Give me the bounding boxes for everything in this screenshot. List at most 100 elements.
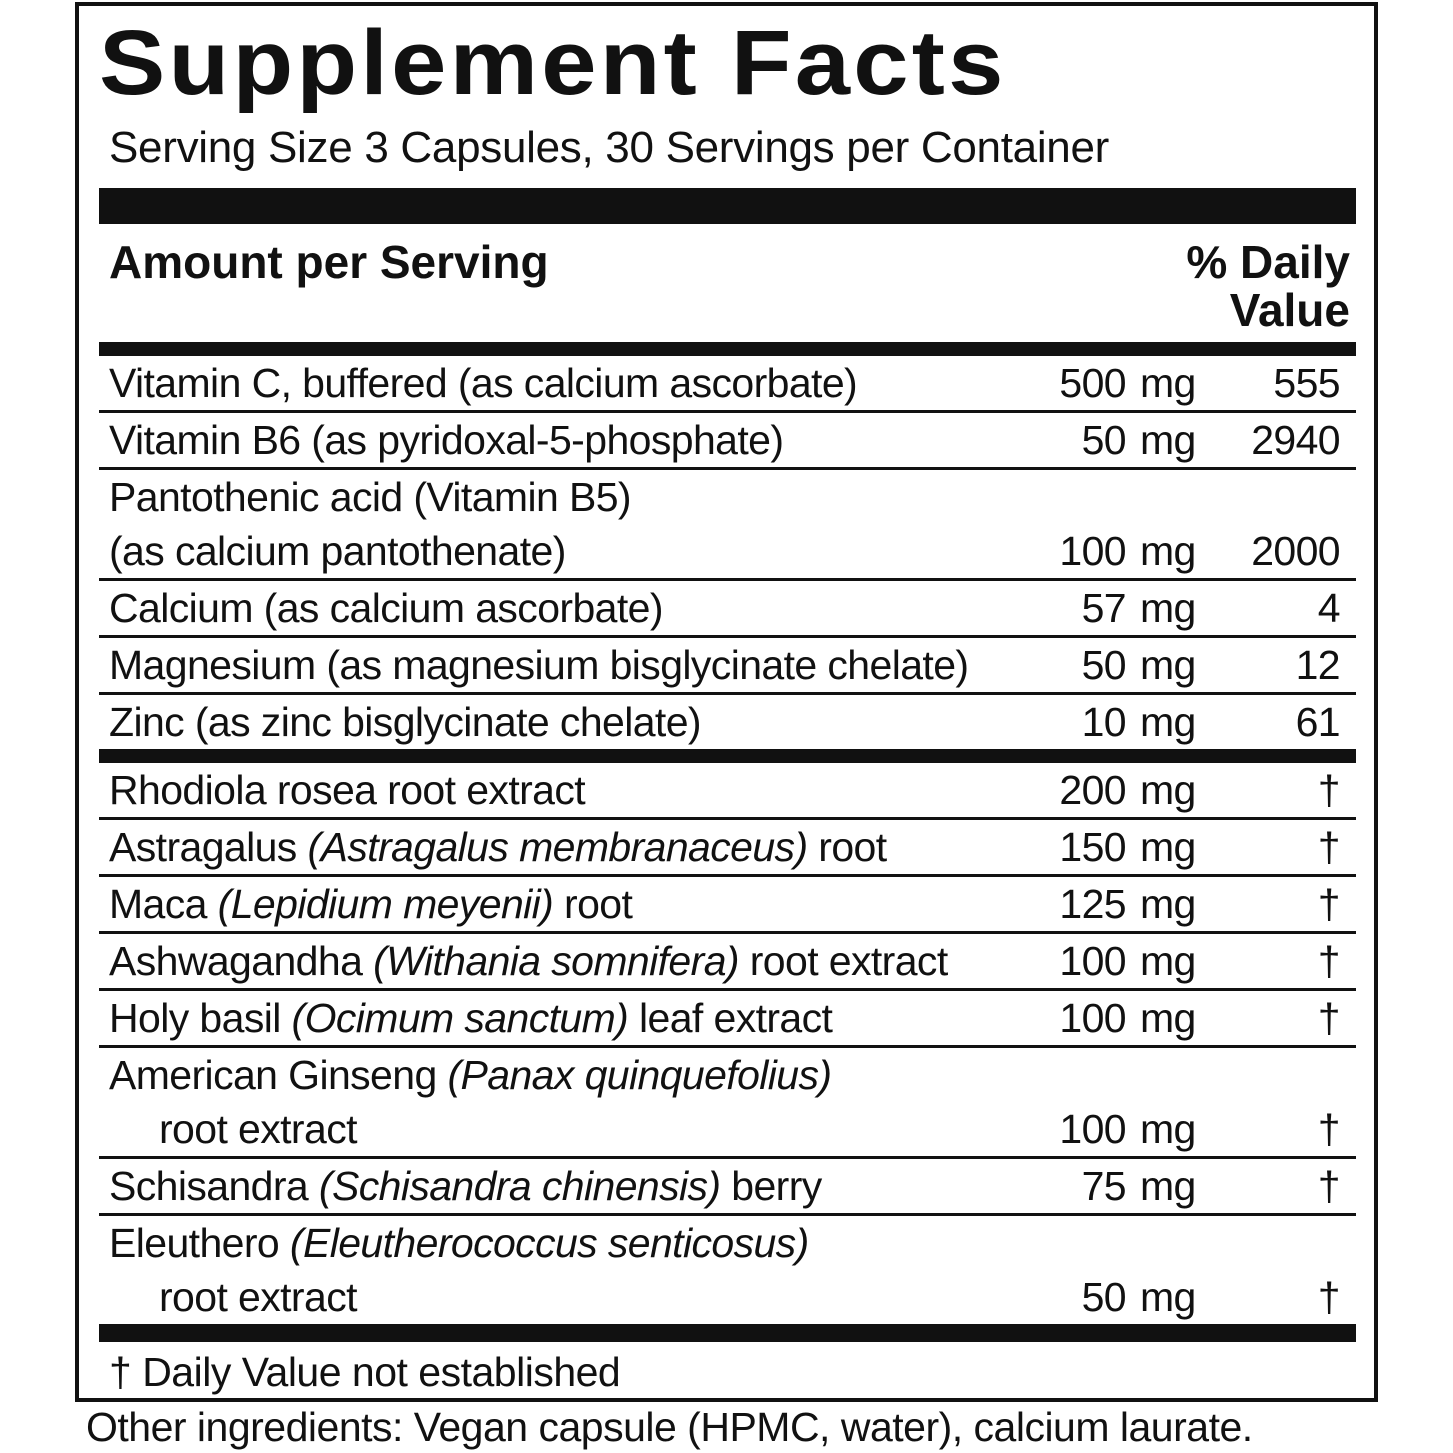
divider-bar: [99, 342, 1356, 356]
name-text: Eleuthero: [109, 1220, 290, 1266]
name-line: Schisandra (Schisandra chinensis) berry: [109, 1159, 1006, 1213]
name-line: Calcium (as calcium ascorbate): [109, 581, 1006, 635]
ingredient-name: Eleuthero (Eleutherococcus senticosus) ro…: [99, 1216, 1006, 1324]
ingredient-row: Vitamin B6 (as pyridoxal-5-phosphate) 50 m…: [99, 413, 1356, 470]
name-text: (as calcium pantothenate): [109, 528, 566, 574]
section: Rhodiola rosea root extract 200 mg † Astraga…: [99, 763, 1356, 1324]
daily-value: †: [1317, 938, 1341, 984]
amount: 57: [1081, 585, 1127, 631]
name-text: Magnesium (as magnesium bisglycinate che…: [109, 642, 969, 688]
ingredient-name: Maca (Lepidium meyenii) root: [99, 877, 1006, 931]
name-line: Vitamin C, buffered (as calcium ascorbat…: [109, 356, 1006, 410]
botanical-name: (Schisandra chinensis): [318, 1163, 721, 1209]
name-text: Maca: [109, 881, 218, 927]
other-ingredients: Other ingredients: Vegan capsule (HPMC, …: [86, 1404, 1253, 1450]
ingredient-name: Vitamin C, buffered (as calcium ascorbat…: [99, 356, 1006, 410]
botanical-name: (Ocimum sanctum): [291, 995, 629, 1041]
ingredient-row: Holy basil (Ocimum sanctum) leaf extract…: [99, 991, 1356, 1048]
name-text: leaf extract: [628, 995, 833, 1041]
dv-header-line: Value: [1229, 284, 1350, 336]
ingredient-row: Schisandra (Schisandra chinensis) berry 7…: [99, 1159, 1356, 1216]
amount: 125: [1059, 881, 1126, 927]
ingredient-name: Rhodiola rosea root extract: [99, 763, 1006, 817]
ingredient-row: Rhodiola rosea root extract 200 mg †: [99, 763, 1356, 820]
unit: mg: [1140, 824, 1196, 870]
name-line: Eleuthero (Eleutherococcus senticosus): [109, 1216, 1006, 1270]
ingredient-name: Astragalus (Astragalus membranaceus) roo…: [99, 820, 1006, 874]
amount: 10: [1081, 699, 1127, 745]
ingredient-row: Vitamin C, buffered (as calcium ascorbat…: [99, 356, 1356, 413]
daily-value: †: [1317, 1163, 1341, 1209]
column-header: Amount per Serving % Daily Value: [99, 224, 1356, 342]
ingredient-row: Pantothenic acid (Vitamin B5) (as calcium…: [99, 470, 1356, 581]
name-text: root: [807, 824, 887, 870]
name-text: Pantothenic acid (Vitamin B5): [109, 474, 632, 520]
name-line: Holy basil (Ocimum sanctum) leaf extract: [109, 991, 1006, 1045]
daily-value: †: [1317, 767, 1341, 813]
daily-value: †: [1317, 1274, 1341, 1320]
unit: mg: [1140, 585, 1196, 631]
unit: mg: [1140, 881, 1196, 927]
amount: 200: [1059, 767, 1126, 813]
botanical-name: (Eleutherococcus senticosus): [289, 1220, 809, 1266]
dv-header-line: % Daily: [1186, 236, 1350, 288]
serving-info: Serving Size 3 Capsules, 30 Servings per…: [109, 123, 1109, 172]
name-text: Zinc (as zinc bisglycinate chelate): [109, 699, 702, 745]
botanical-name: (Panax quinquefolius): [447, 1052, 832, 1098]
name-text: root extract: [159, 1106, 357, 1152]
name-text: Vitamin C, buffered (as calcium ascorbat…: [109, 360, 858, 406]
name-line: root extract: [109, 1102, 1006, 1156]
name-line: root extract: [109, 1270, 1006, 1324]
amount: 100: [1059, 528, 1126, 574]
botanical-name: (Lepidium meyenii): [217, 881, 554, 927]
name-text: berry: [720, 1163, 822, 1209]
unit: mg: [1140, 528, 1196, 574]
unit: mg: [1140, 360, 1196, 406]
name-text: Rhodiola rosea root extract: [109, 767, 586, 813]
unit: mg: [1140, 1274, 1196, 1320]
daily-value: 2000: [1251, 528, 1340, 574]
name-text: Astragalus: [109, 824, 308, 870]
ingredient-row: Ashwagandha (Withania somnifera) root ex…: [99, 934, 1356, 991]
unit: mg: [1140, 767, 1196, 813]
name-text: root: [553, 881, 633, 927]
name-text: Calcium (as calcium ascorbate): [109, 585, 664, 631]
ingredient-name: Vitamin B6 (as pyridoxal-5-phosphate): [99, 413, 1006, 467]
ingredient-row: Calcium (as calcium ascorbate) 57 mg 4: [99, 581, 1356, 638]
ingredient-name: Pantothenic acid (Vitamin B5) (as calcium…: [99, 470, 1006, 578]
name-line: Astragalus (Astragalus membranaceus) roo…: [109, 820, 1006, 874]
name-line: Maca (Lepidium meyenii) root: [109, 877, 1006, 931]
name-line: Magnesium (as magnesium bisglycinate che…: [109, 638, 1006, 692]
amount: 500: [1059, 360, 1126, 406]
name-text: American Ginseng: [109, 1052, 448, 1098]
ingredient-name: Holy basil (Ocimum sanctum) leaf extract: [99, 991, 1006, 1045]
ingredient-row: Magnesium (as magnesium bisglycinate che…: [99, 638, 1356, 695]
divider-bar: [99, 1324, 1356, 1342]
name-line: American Ginseng (Panax quinquefolius): [109, 1048, 1006, 1102]
unit: mg: [1140, 417, 1196, 463]
name-line: Vitamin B6 (as pyridoxal-5-phosphate): [109, 413, 1006, 467]
ingredient-row: American Ginseng (Panax quinquefolius) ro…: [99, 1048, 1356, 1159]
unit: mg: [1140, 699, 1196, 745]
ingredient-row: Eleuthero (Eleutherococcus senticosus) ro…: [99, 1216, 1356, 1324]
ingredient-row: Maca (Lepidium meyenii) root 125 mg †: [99, 877, 1356, 934]
facts-panel: Supplement Facts Serving Size 3 Capsules…: [75, 2, 1378, 1402]
title: Supplement Facts: [99, 12, 1007, 114]
daily-value: 61: [1295, 699, 1341, 745]
name-line: Zinc (as zinc bisglycinate chelate): [109, 695, 1006, 749]
name-line: (as calcium pantothenate): [109, 524, 1006, 578]
ingredient-row: Astragalus (Astragalus membranaceus) roo…: [99, 820, 1356, 877]
daily-value: †: [1317, 1106, 1341, 1152]
name-line: Rhodiola rosea root extract: [109, 763, 1006, 817]
name-text: Schisandra: [109, 1163, 319, 1209]
unit: mg: [1140, 938, 1196, 984]
daily-value: 555: [1273, 360, 1340, 406]
ingredient-name: Zinc (as zinc bisglycinate chelate): [99, 695, 1006, 749]
botanical-name: (Astragalus membranaceus): [307, 824, 809, 870]
amount: 100: [1059, 938, 1126, 984]
name-text: Vitamin B6 (as pyridoxal-5-phosphate): [109, 417, 784, 463]
name-text: root extract: [738, 938, 948, 984]
daily-value: †: [1317, 881, 1341, 927]
amount: 50: [1081, 417, 1127, 463]
name-text: Holy basil: [109, 995, 292, 1041]
